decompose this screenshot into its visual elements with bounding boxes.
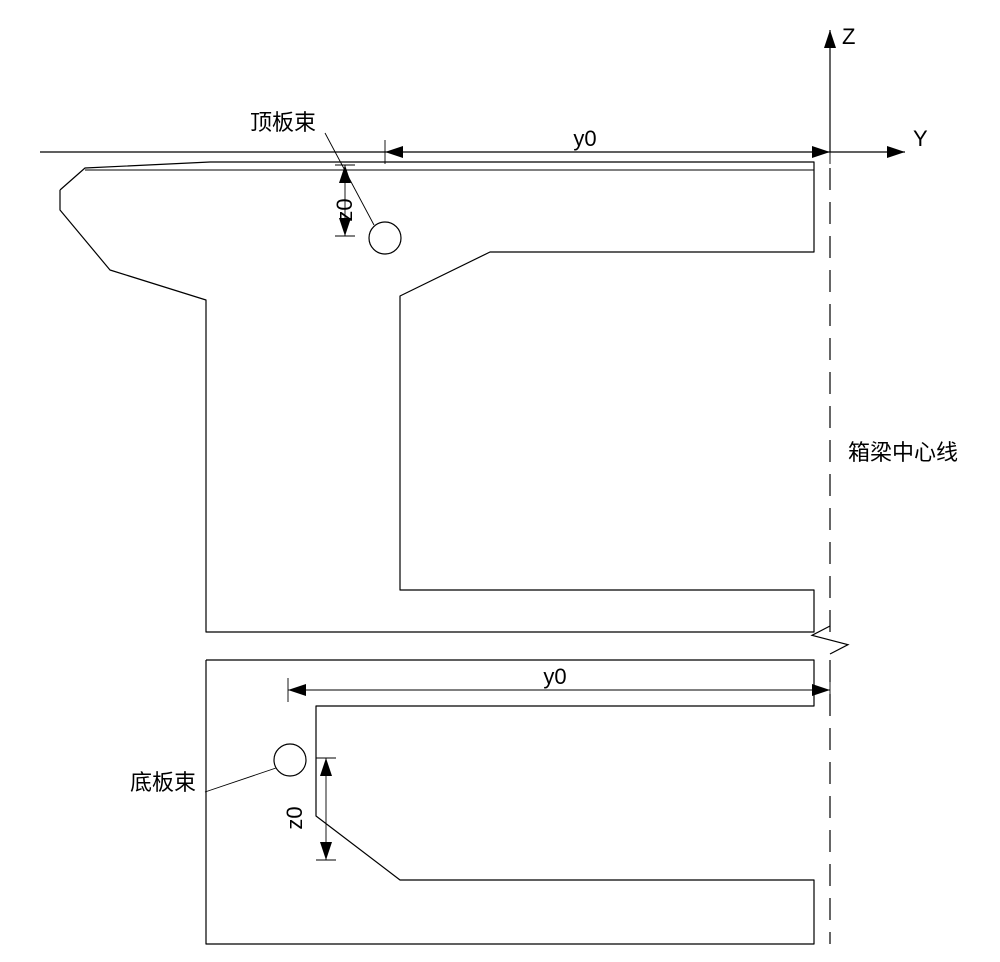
y-axis-label: Y bbox=[913, 126, 928, 151]
bottom-tendon-label: 底板束 bbox=[130, 770, 196, 795]
z0-top-label: z0 bbox=[332, 198, 357, 221]
y0-bot-label: y0 bbox=[543, 664, 566, 689]
diagram-canvas: Z Y 箱梁中心线 顶板束 y0 z0 底板束 y0 z0 bbox=[0, 0, 1000, 962]
top-tendon-label: 顶板束 bbox=[250, 110, 316, 135]
y0-top-label: y0 bbox=[573, 126, 596, 151]
bg bbox=[0, 0, 1000, 962]
centerline-label: 箱梁中心线 bbox=[848, 440, 958, 465]
z-axis-label: Z bbox=[842, 24, 855, 49]
z0-bot-label: z0 bbox=[282, 806, 307, 829]
